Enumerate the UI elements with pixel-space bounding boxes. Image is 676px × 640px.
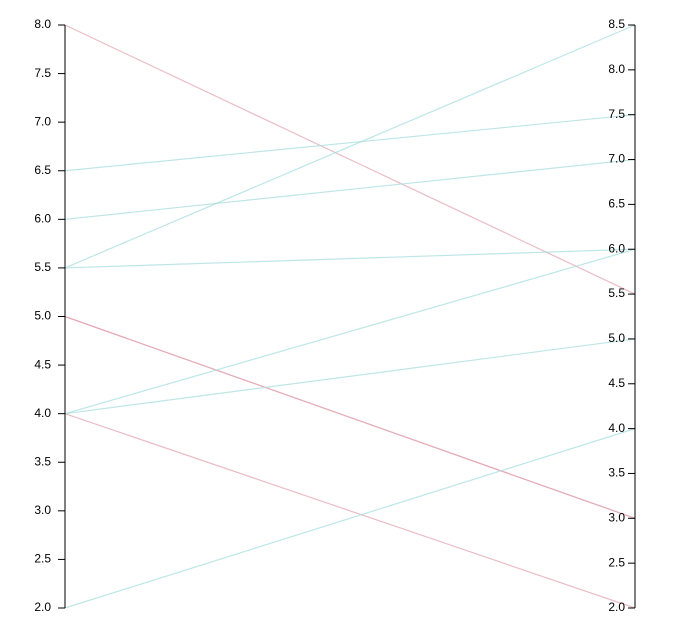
- slope-line: [64, 338, 636, 415]
- slope-line: [64, 248, 636, 269]
- y-tick-label: 6.5: [34, 163, 51, 177]
- y2-tick-label: 5.0: [608, 331, 625, 345]
- y-tick-label: 3.5: [34, 454, 51, 468]
- y-tick-label: 2.5: [34, 552, 51, 566]
- slope-line: [64, 315, 636, 519]
- y-tick-label: 7.5: [34, 66, 51, 80]
- y2-tick-label: 6.5: [608, 197, 625, 211]
- y-tick-label: 5.5: [34, 260, 51, 274]
- y-tick-label: 5.0: [34, 309, 51, 323]
- y2-tick-label: 2.0: [608, 600, 625, 614]
- y2-tick-label: 8.5: [608, 17, 625, 31]
- slope-line: [64, 24, 636, 295]
- y-tick-label: 3.0: [34, 503, 51, 517]
- y-tick-label: 6.0: [34, 212, 51, 226]
- slope-line: [64, 24, 636, 269]
- y2-tick-label: 3.0: [608, 510, 625, 524]
- slope-line: [64, 158, 636, 220]
- y2-tick-label: 7.5: [608, 107, 625, 121]
- y-tick-label: 2.0: [34, 600, 51, 614]
- slope-line: [64, 114, 636, 172]
- y2-tick-label: 5.5: [608, 286, 625, 300]
- y-tick-label: 7.0: [34, 114, 51, 128]
- y2-tick-label: 6.0: [608, 241, 625, 255]
- y2-tick-label: 8.0: [608, 62, 625, 76]
- slope-line: [64, 428, 636, 609]
- y2-tick-label: 4.0: [608, 421, 625, 435]
- y-tick-label: 4.0: [34, 406, 51, 420]
- y-tick-label: 8.0: [34, 17, 51, 31]
- y2-tick-label: 4.5: [608, 376, 625, 390]
- y-tick-label: 4.5: [34, 357, 51, 371]
- slope-line: [64, 248, 636, 415]
- y2-tick-label: 3.5: [608, 466, 625, 480]
- y2-tick-label: 2.5: [608, 555, 625, 569]
- slope-line: [64, 413, 636, 609]
- y2-tick-label: 7.0: [608, 152, 625, 166]
